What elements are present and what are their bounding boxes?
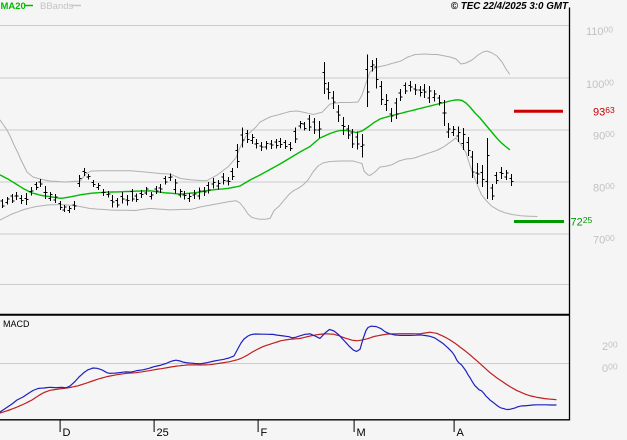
svg-text:000: 000 bbox=[602, 362, 618, 375]
svg-text:8000: 8000 bbox=[593, 181, 615, 194]
svg-text:9363: 9363 bbox=[593, 105, 615, 118]
svg-text:BBands: BBands bbox=[40, 1, 74, 12]
svg-text:F: F bbox=[261, 427, 268, 439]
svg-text:M: M bbox=[357, 427, 366, 439]
svg-text:MA20: MA20 bbox=[1, 1, 26, 12]
svg-text:10000: 10000 bbox=[586, 78, 614, 91]
svg-text:25: 25 bbox=[157, 427, 169, 439]
svg-text:11000: 11000 bbox=[586, 25, 613, 38]
svg-text:200: 200 bbox=[602, 340, 618, 353]
svg-text:7000: 7000 bbox=[593, 233, 615, 246]
svg-text:A: A bbox=[457, 427, 465, 439]
svg-text:© TEC 22/4/2025 3:0 GMT: © TEC 22/4/2025 3:0 GMT bbox=[451, 1, 569, 12]
svg-text:MACD: MACD bbox=[3, 319, 30, 329]
svg-text:9000: 9000 bbox=[593, 129, 615, 142]
svg-text:D: D bbox=[63, 427, 71, 439]
svg-text:7225: 7225 bbox=[571, 215, 593, 228]
